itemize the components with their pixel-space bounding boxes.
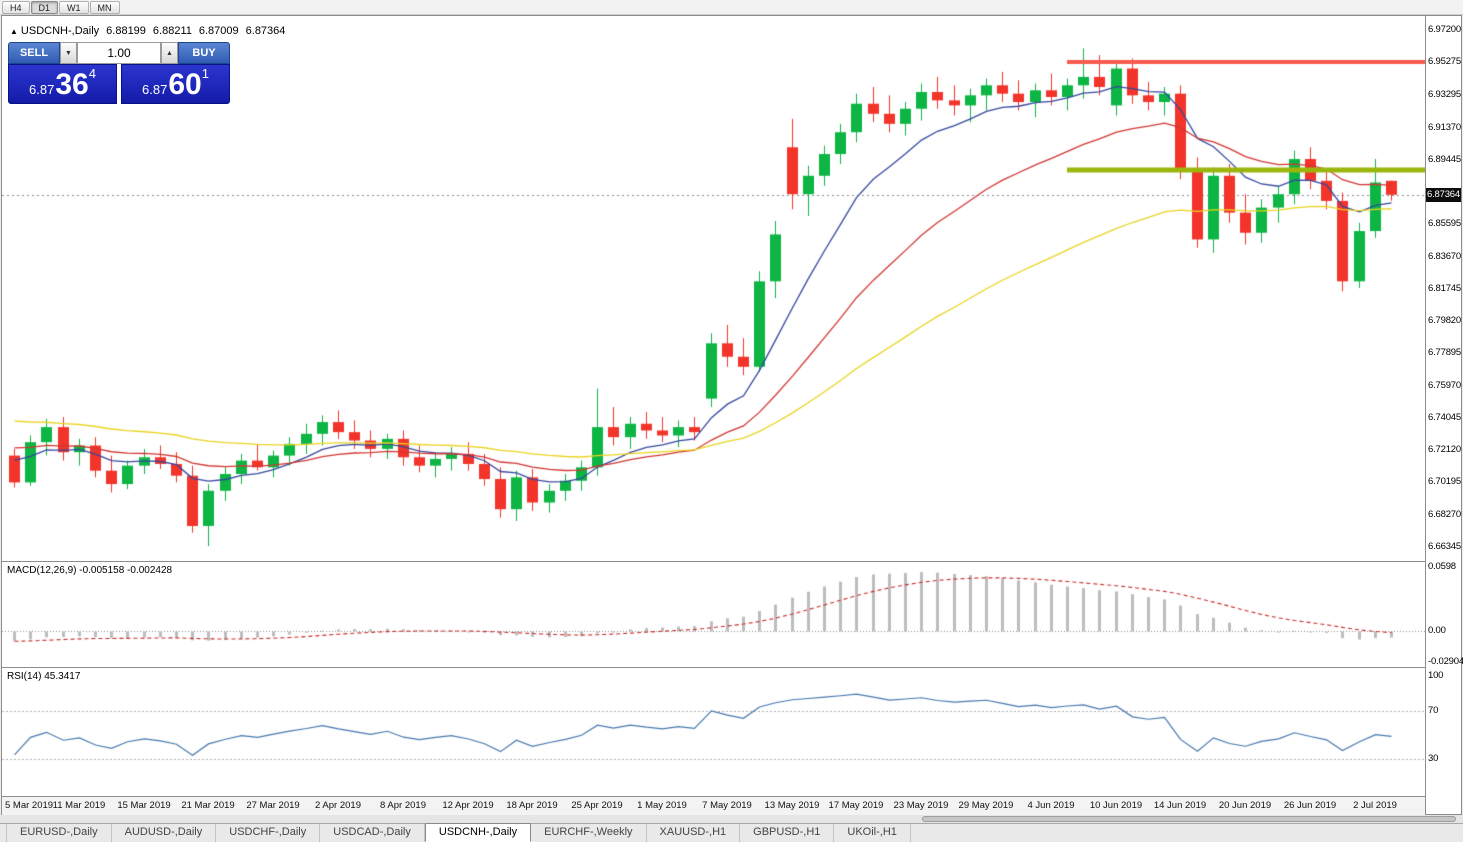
date-axis-label: 14 Jun 2019 xyxy=(1153,800,1207,811)
date-axis-label: 5 Mar 2019 xyxy=(5,800,54,811)
date-axis-label: 10 Jun 2019 xyxy=(1089,800,1143,811)
axis-scale-label: 6.77895 xyxy=(1428,347,1461,359)
axis-scale-label: 100 xyxy=(1428,670,1444,681)
axis-scale-label: 6.81745 xyxy=(1428,282,1461,294)
date-axis-label: 20 Jun 2019 xyxy=(1218,800,1272,811)
date-axis-label: 17 May 2019 xyxy=(828,800,884,811)
horizontal-scrollbar[interactable] xyxy=(0,815,1463,823)
date-axis-label: 25 Apr 2019 xyxy=(571,800,623,811)
axis-scale-label: -0.029045 xyxy=(1428,656,1463,668)
date-axis-label: 21 Mar 2019 xyxy=(181,800,235,811)
main-chart-canvas[interactable] xyxy=(2,16,1425,561)
tab-usdcnh-daily[interactable]: USDCNH-,Daily xyxy=(424,823,532,842)
axis-scale-label: 6.79820 xyxy=(1428,315,1461,327)
date-axis-label: 15 Mar 2019 xyxy=(117,800,171,811)
panel-collapse-icon[interactable]: ▲ xyxy=(10,27,18,36)
axis-scale-label: 6.75970 xyxy=(1428,379,1461,391)
axis-scale-label: 30 xyxy=(1428,752,1439,764)
tab-eurusd-daily[interactable]: EURUSD-,Daily xyxy=(6,824,112,842)
tab-gbpusd-h1[interactable]: GBPUSD-,H1 xyxy=(740,824,835,842)
axis-scale-label: 6.93295 xyxy=(1428,89,1461,101)
tim eframe-w1-button[interactable]: W1 xyxy=(59,0,89,14)
tab-ukoil-h1[interactable]: UKOil-,H1 xyxy=(834,824,911,842)
axis-scale-label: 6.95275 xyxy=(1428,56,1461,68)
axis-scale-label: 6.70195 xyxy=(1428,476,1461,488)
date-axis: 5 Mar 2019 11 Mar 2019 15 Mar 2019 21 Mar 2… xyxy=(2,796,1425,815)
chart-tab-bar: EURUSD-,Daily AUDUSD-,Daily USDCHF-,Dail… xyxy=(0,823,1463,842)
axis-scale-label: 6.83670 xyxy=(1428,250,1461,262)
high-value: 6.88211 xyxy=(152,25,192,37)
buy-price-pip: 1 xyxy=(201,66,209,81)
chart-window: ▲ USDCNH-,Daily 6.88199 6.88211 6.87009 6.873… xyxy=(1,15,1463,815)
date-axis-label: 4 Jun 2019 xyxy=(1027,800,1075,811)
buy-price-display[interactable]: 6.87 60 1 xyxy=(121,64,230,104)
date-axis-label: 11 Mar 2019 xyxy=(52,800,106,811)
sell-button[interactable]: SELL xyxy=(8,42,60,64)
axis-scale-label: 6.74045 xyxy=(1428,411,1461,423)
volume-decrease-button[interactable]: ▼ xyxy=(60,42,77,64)
timeframe-d1-button[interactable]: D1 xyxy=(30,0,59,14)
date-axis-label: 26 Jun 2019 xyxy=(1283,800,1337,811)
axis-scale-label: 0.00 xyxy=(1428,624,1446,636)
axis-scale-label: 6.89445 xyxy=(1428,153,1461,165)
date-axis-label: 8 Apr 2019 xyxy=(380,800,426,811)
volume-increase-button[interactable]: ▲ xyxy=(161,42,178,64)
one-click-trading-panel: SELL ▼ ▲ BUY 6.87 36 4 6.87 60 1 xyxy=(8,42,230,104)
chevron-down-icon: ▼ xyxy=(65,49,72,57)
date-axis-label: 27 Mar 2019 xyxy=(246,800,300,811)
axis-scale-label: 6.68270 xyxy=(1428,508,1461,520)
close-value: 6.87364 xyxy=(245,25,286,37)
volume-input[interactable] xyxy=(77,42,161,64)
axis-scale-label: 6.72120 xyxy=(1428,444,1461,456)
open-value: 6.88199 xyxy=(106,25,146,37)
date-axis-label: 2 Apr 2019 xyxy=(315,800,361,811)
price-axis: 6.87364 6.97200 6.95275 6.93295 6.91370 6.89… xyxy=(1425,16,1463,814)
date-axis-label: 23 May 2019 xyxy=(893,800,949,811)
sell-price-big: 36 xyxy=(55,68,89,101)
sell-price-pip: 4 xyxy=(88,66,96,81)
date-axis-label: 18 Apr 2019 xyxy=(506,800,558,811)
buy-price-big: 60 xyxy=(168,68,202,101)
sell-price-display[interactable]: 6.87 36 4 xyxy=(8,64,117,104)
date-axis-label: 7 May 2019 xyxy=(702,800,752,811)
panel-splitter[interactable] xyxy=(2,561,1461,562)
panel-splitter[interactable] xyxy=(2,667,1461,668)
macd-canvas[interactable] xyxy=(2,562,1425,667)
rsi-indicator-title: RSI(14) 45.3417 xyxy=(7,671,81,682)
rsi-canvas[interactable] xyxy=(2,668,1425,796)
date-axis-label: 29 May 2019 xyxy=(958,800,1014,811)
date-axis-label: 13 May 2019 xyxy=(764,800,820,811)
chevron-up-icon: ▲ xyxy=(166,49,173,57)
symbol-period-label: USDCNH-,Daily xyxy=(20,25,100,37)
buy-button[interactable]: BUY xyxy=(178,42,230,64)
axis-scale-label: 70 xyxy=(1428,705,1439,717)
date-axis-label: 2 Jul 2019 xyxy=(1353,800,1397,811)
macd-indicator-title: MACD(12,26,9) -0.005158 -0.002428 xyxy=(7,565,173,576)
tab-usdchf-daily[interactable]: USDCHF-,Daily xyxy=(216,824,321,842)
current-price-tag: 6.87364 xyxy=(1426,187,1461,202)
tab-eurchf-weekly[interactable]: EURCHF-,Weekly xyxy=(531,824,647,842)
date-axis-label: 1 May 2019 xyxy=(637,800,687,811)
tab-xauusd-h1[interactable]: XAUUSD-,H1 xyxy=(647,824,741,842)
date-axis-label: 12 Apr 2019 xyxy=(442,800,494,811)
sell-price-prefix: 6.87 xyxy=(29,82,55,97)
low-value: 6.87009 xyxy=(198,25,239,37)
tab-usdcad-daily[interactable]: USDCAD-,Daily xyxy=(320,824,425,842)
tab-audusd-daily[interactable]: AUDUSD-,Daily xyxy=(112,824,217,842)
chart-ohlc-header: ▲ USDCNH-,Daily 6.88199 6.88211 6.87009 6.873… xyxy=(10,25,285,37)
timeframe-h4-button[interactable]: H4 xyxy=(2,0,30,14)
axis-scale-label: 6.97200 xyxy=(1428,24,1461,35)
buy-price-prefix: 6.87 xyxy=(142,82,168,97)
axis-scale-label: 6.85595 xyxy=(1428,218,1461,230)
timeframe-toolbar: H4 D1 W1 MN xyxy=(0,0,1463,15)
timeframe-mn-button[interactable]: MN xyxy=(89,0,120,14)
axis-scale-label: 6.66345 xyxy=(1428,541,1461,552)
scrollbar-thumb[interactable] xyxy=(921,816,1456,822)
axis-scale-label: 6.91370 xyxy=(1428,121,1461,133)
axis-scale-label: 0.0598 xyxy=(1428,560,1456,572)
